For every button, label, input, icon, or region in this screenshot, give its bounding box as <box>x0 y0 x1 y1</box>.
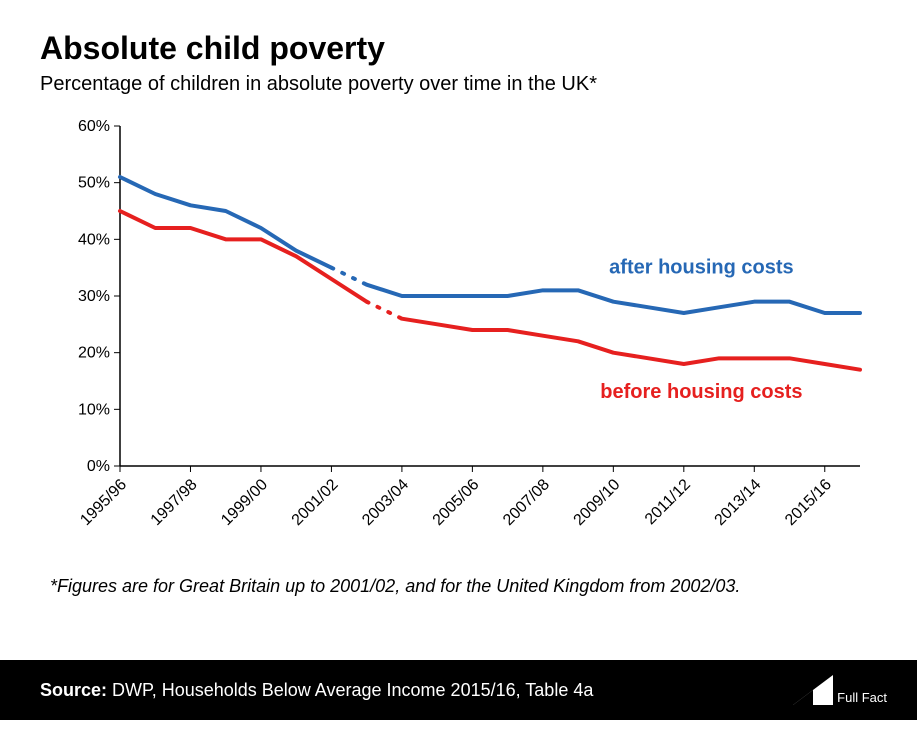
svg-text:10%: 10% <box>78 401 110 418</box>
fullfact-logo: Full Fact <box>793 675 887 705</box>
source-bar: Source: DWP, Households Below Average In… <box>0 660 917 720</box>
svg-text:40%: 40% <box>78 231 110 248</box>
source-label: Source: <box>40 680 107 700</box>
svg-text:0%: 0% <box>87 458 110 475</box>
chart-title: Absolute child poverty <box>40 30 877 67</box>
svg-text:2013/14: 2013/14 <box>712 476 765 529</box>
svg-text:2009/10: 2009/10 <box>571 476 624 529</box>
source-text: Source: DWP, Households Below Average In… <box>40 680 593 701</box>
svg-text:1999/00: 1999/00 <box>218 476 271 529</box>
svg-text:50%: 50% <box>78 175 110 192</box>
svg-text:2001/02: 2001/02 <box>289 476 342 529</box>
source-value: DWP, Households Below Average Income 201… <box>107 680 593 700</box>
svg-text:20%: 20% <box>78 345 110 362</box>
logo-text: Full Fact <box>837 691 887 704</box>
svg-text:2003/04: 2003/04 <box>359 476 412 529</box>
svg-text:before housing costs: before housing costs <box>600 381 802 403</box>
svg-text:2015/16: 2015/16 <box>782 476 835 529</box>
svg-text:2011/12: 2011/12 <box>642 476 694 528</box>
svg-text:2007/08: 2007/08 <box>500 476 553 529</box>
chart-footnote: *Figures are for Great Britain up to 200… <box>50 576 877 597</box>
svg-text:2005/06: 2005/06 <box>430 476 483 529</box>
chart-subtitle: Percentage of children in absolute pover… <box>40 73 877 96</box>
svg-text:1995/96: 1995/96 <box>77 476 130 529</box>
line-chart: 0% 10% 20% 30% 40% 50% 60% 1995/96 1997/98 1999/0… <box>50 116 870 536</box>
svg-text:1997/98: 1997/98 <box>148 476 201 529</box>
svg-text:60%: 60% <box>78 118 110 135</box>
svg-text:after housing costs: after housing costs <box>609 256 793 278</box>
svg-text:30%: 30% <box>78 288 110 305</box>
